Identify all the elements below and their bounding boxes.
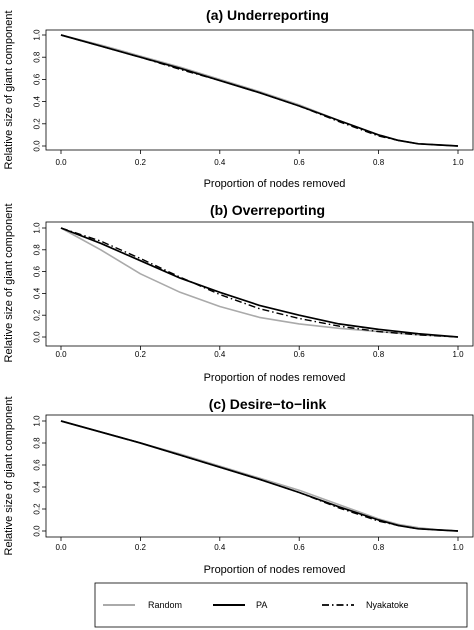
y-tick-label: 1.0: [33, 415, 42, 427]
x-axis-label: Proportion of nodes removed: [204, 178, 346, 190]
x-tick-label: 0.0: [55, 158, 67, 167]
y-tick-label: 1.0: [33, 222, 42, 234]
x-tick-label: 0.4: [214, 543, 226, 552]
x-tick-label: 1.0: [452, 158, 464, 167]
y-tick-label: 0.8: [33, 437, 42, 449]
legend-label-pa: PA: [256, 600, 267, 610]
y-tick-label: 0.2: [33, 503, 42, 515]
plot-frame: [45, 221, 474, 347]
series-line-random: [60, 227, 459, 338]
x-axis-label: Proportion of nodes removed: [204, 564, 346, 576]
y-axis-label: Relative size of giant component: [3, 204, 15, 363]
y-tick-label: 1.0: [33, 29, 42, 41]
x-tick-label: 0.6: [294, 543, 306, 552]
y-tick-label: 0.4: [33, 481, 42, 493]
series-line-pa: [60, 227, 459, 338]
x-tick-label: 0.6: [294, 158, 306, 167]
x-tick-label: 0.0: [55, 543, 67, 552]
y-tick-label: 0.4: [33, 95, 42, 107]
x-tick-label: 0.4: [214, 158, 226, 167]
legend: Random PA Nyakatoke: [94, 582, 468, 628]
y-tick-label: 0.8: [33, 244, 42, 256]
chart-title: (a) Underreporting: [206, 7, 329, 23]
y-tick-label: 0.0: [33, 525, 42, 537]
x-tick-label: 0.0: [55, 350, 67, 359]
x-axis-label: Proportion of nodes removed: [204, 372, 346, 384]
chart-title: (c) Desire−to−link: [209, 396, 327, 412]
y-tick-label: 0.0: [33, 331, 42, 343]
x-tick-label: 0.2: [135, 158, 147, 167]
chart-panel-2: (b) Overreporting 0.0 0.2 0.4 0.6 0.8 1.0 0.0 0.…: [3, 202, 474, 384]
y-tick-label: 0.4: [33, 287, 42, 299]
x-tick-label: 0.2: [135, 543, 147, 552]
x-tick-label: 0.8: [373, 543, 385, 552]
legend-label-nyakatoke: Nyakatoke: [366, 600, 409, 610]
y-tick-label: 0.2: [33, 309, 42, 321]
chart-panel-3: (c) Desire−to−link 0.0 0.2 0.4 0.6 0.8 1.0 0.0 0…: [3, 396, 474, 576]
series-line-nyakatoke: [60, 34, 459, 147]
x-tick-label: 1.0: [452, 350, 464, 359]
plot-frame: [45, 29, 474, 151]
y-tick-label: 0.0: [33, 140, 42, 152]
chart-title: (b) Overreporting: [210, 202, 325, 218]
legend-label-random: Random: [148, 600, 182, 610]
y-tick-label: 0.6: [33, 265, 42, 277]
y-axis-label: Relative size of giant component: [3, 397, 15, 556]
x-tick-label: 0.6: [294, 350, 306, 359]
y-axis-label: Relative size of giant component: [3, 11, 15, 170]
chart-panel-1: (a) Underreporting 0.0 0.2 0.4 0.6 0.8 1.0 0.0 0…: [3, 7, 474, 190]
series-line-nyakatoke: [60, 420, 459, 532]
series-line-nyakatoke: [60, 227, 459, 338]
y-tick-label: 0.2: [33, 118, 42, 130]
y-tick-label: 0.8: [33, 51, 42, 63]
x-tick-label: 0.2: [135, 350, 147, 359]
x-tick-label: 0.8: [373, 350, 385, 359]
legend-box: [94, 582, 468, 628]
y-tick-label: 0.6: [33, 73, 42, 85]
plot-frame: [45, 414, 474, 538]
x-tick-label: 0.8: [373, 158, 385, 167]
y-tick-label: 0.6: [33, 459, 42, 471]
x-tick-label: 1.0: [452, 543, 464, 552]
x-tick-label: 0.4: [214, 350, 226, 359]
